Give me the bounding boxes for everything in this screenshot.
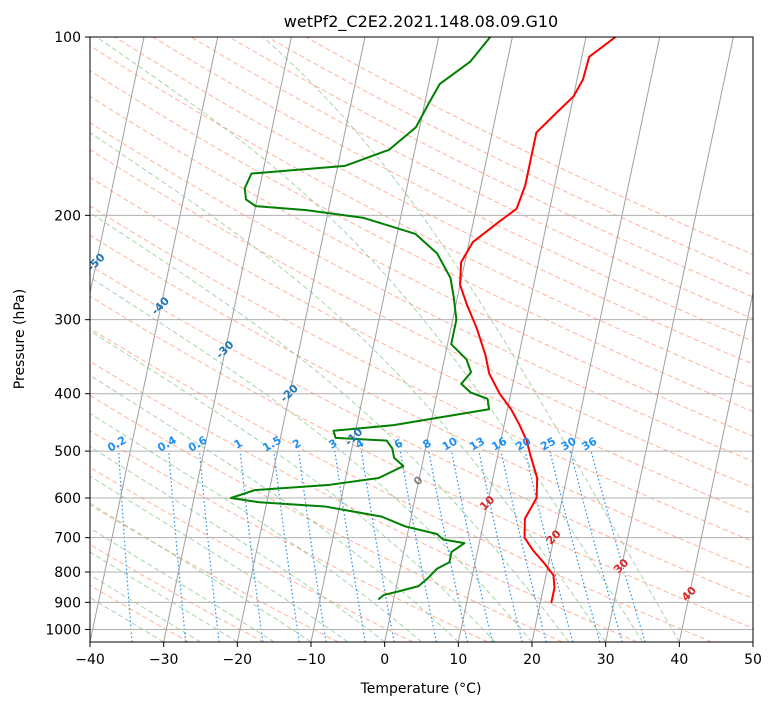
x-tick-label: −40 <box>75 652 105 668</box>
isotherm-line <box>163 37 292 642</box>
moist-adiabat-line <box>96 37 643 642</box>
y-tick-label: 800 <box>54 565 81 581</box>
mixing-ratio-line <box>239 451 264 642</box>
moist-adiabat-line <box>90 330 496 642</box>
x-tick-label: 40 <box>670 652 688 668</box>
mixing-ratio-line <box>399 450 438 642</box>
isotherm-label: -60 <box>20 207 43 230</box>
dry-adiabat-line <box>152 37 753 342</box>
dry-adiabat-line <box>190 37 753 320</box>
dry-adiabat-line <box>90 327 712 642</box>
moist-adiabat-line <box>90 412 422 642</box>
profile-series <box>229 37 617 604</box>
x-tick-label: 0 <box>380 652 389 668</box>
dry-adiabat-line <box>90 360 638 642</box>
isotherm-line <box>90 37 145 296</box>
moist-adiabat-line <box>90 374 459 642</box>
chart-title: wetPf2_C2E2.2021.148.08.09.G10 <box>284 12 558 32</box>
mixing-ratio-line <box>569 450 623 642</box>
dry-adiabat-line <box>305 37 753 256</box>
dry-adiabat-line <box>90 264 753 600</box>
y-axis-ticks: 100 200 300 400 500 600 700 800 900 1000 <box>45 30 90 638</box>
moist-adiabat-line <box>90 132 607 642</box>
mixing-ratio-line <box>428 450 469 642</box>
y-tick-label: 500 <box>54 444 81 460</box>
dry-adiabat-line <box>90 122 753 463</box>
mixing-ratio-line <box>450 450 493 642</box>
temperature-profile-line <box>459 37 617 604</box>
isotherms <box>0 37 753 642</box>
moist-adiabat-line <box>90 475 349 642</box>
moist-adiabat-line <box>90 574 201 642</box>
y-tick-label: 300 <box>54 313 81 329</box>
mixing-ratio-line <box>273 451 300 642</box>
dry-adiabat-line <box>90 70 753 413</box>
dry-adiabat-line <box>90 430 488 642</box>
mixing-ratio-line <box>590 450 646 642</box>
dry-adiabat-line <box>114 37 753 365</box>
x-axis-label: Temperature (°C) <box>360 681 482 697</box>
y-tick-label: 700 <box>54 531 81 547</box>
moist-adiabats <box>90 37 680 642</box>
y-tick-label: 900 <box>54 595 81 611</box>
isotherm-line <box>678 290 753 642</box>
y-axis-label: Pressure (hPa) <box>12 289 28 389</box>
x-tick-label: −30 <box>149 652 179 668</box>
isotherm-line <box>752 639 753 642</box>
isotherm-line <box>457 37 587 642</box>
x-tick-label: 30 <box>597 652 615 668</box>
y-tick-label: 1000 <box>45 622 81 638</box>
x-axis-ticks: −40 −30 −20 −10 0 10 20 30 40 50 <box>75 642 762 668</box>
mixing-ratio-lines <box>118 450 646 642</box>
moist-adiabat-line <box>90 596 164 642</box>
isotherm-line <box>0 37 70 642</box>
dry-adiabat-line <box>90 95 753 437</box>
x-tick-label: −20 <box>223 652 253 668</box>
dry-adiabat-line <box>90 394 563 642</box>
isotherm-line <box>605 37 734 642</box>
mixing-ratio-line <box>198 451 220 642</box>
dry-adiabat-line <box>90 466 414 642</box>
mixing-ratio-line <box>524 450 574 642</box>
isotherm-line <box>310 37 440 642</box>
mixing-ratio-line <box>478 450 523 642</box>
plot-frame <box>89 36 754 643</box>
moist-adiabat-line <box>90 276 533 642</box>
dewpoint-profile-line <box>229 37 492 600</box>
y-tick-label: 200 <box>54 208 81 224</box>
moist-adiabat-line <box>90 211 570 642</box>
isotherm-line <box>90 37 219 642</box>
dry-adiabat-line <box>90 205 753 542</box>
isotherm-line <box>384 37 513 642</box>
x-tick-label: 10 <box>449 652 467 668</box>
mixing-ratio-line <box>298 451 327 642</box>
x-tick-label: −10 <box>296 652 326 668</box>
dry-adiabat-line <box>90 149 753 488</box>
mixing-ratio-line <box>549 450 601 642</box>
moist-adiabat-line <box>90 551 238 642</box>
pressure-gridlines <box>90 37 753 630</box>
mixing-ratio-line <box>360 451 395 642</box>
y-tick-label: 400 <box>54 387 81 403</box>
isotherm-line <box>531 37 661 642</box>
y-tick-label: 600 <box>54 491 81 507</box>
mixing-ratio-line <box>500 450 547 642</box>
moist-adiabat-line <box>262 37 680 642</box>
dry-adiabat-line <box>267 37 753 277</box>
plot-background <box>90 37 753 642</box>
x-tick-label: 20 <box>523 652 541 668</box>
dry-adiabats <box>90 37 753 642</box>
y-tick-label: 100 <box>54 30 81 46</box>
isotherm-line <box>236 37 366 642</box>
x-tick-label: 50 <box>744 652 762 668</box>
